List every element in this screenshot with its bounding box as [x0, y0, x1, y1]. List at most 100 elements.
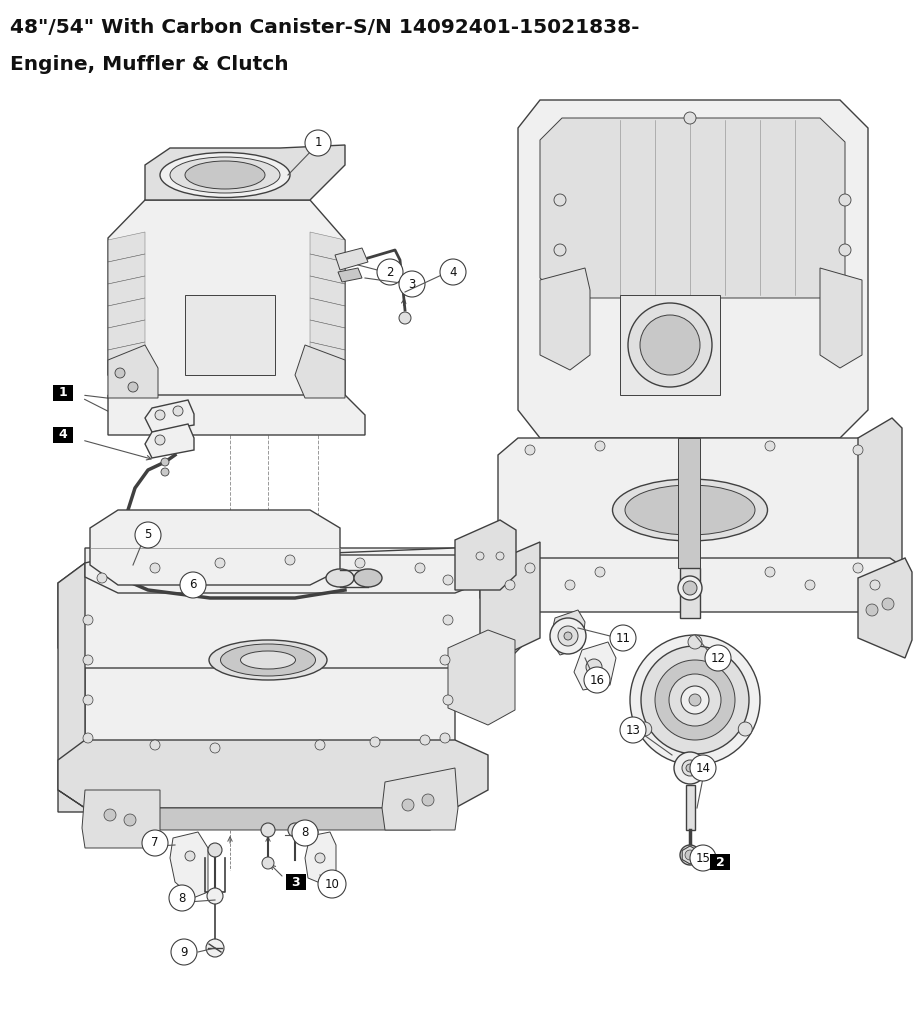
Circle shape — [155, 435, 165, 445]
Circle shape — [288, 823, 302, 837]
Circle shape — [584, 667, 610, 693]
Polygon shape — [500, 505, 538, 618]
Circle shape — [550, 618, 586, 654]
Polygon shape — [305, 831, 336, 885]
Circle shape — [628, 303, 712, 387]
Circle shape — [305, 130, 331, 156]
Circle shape — [83, 733, 93, 743]
Polygon shape — [310, 232, 345, 262]
Circle shape — [683, 581, 697, 595]
Polygon shape — [58, 790, 455, 830]
Circle shape — [685, 850, 695, 860]
Text: 9: 9 — [180, 945, 188, 958]
Ellipse shape — [625, 485, 755, 535]
Circle shape — [208, 843, 222, 857]
Circle shape — [83, 615, 93, 625]
Polygon shape — [58, 548, 530, 668]
Polygon shape — [108, 342, 145, 372]
Circle shape — [641, 646, 749, 754]
Polygon shape — [108, 298, 145, 328]
Polygon shape — [480, 542, 540, 658]
Polygon shape — [820, 268, 862, 368]
Ellipse shape — [170, 157, 280, 193]
Text: 8: 8 — [179, 892, 186, 904]
Circle shape — [870, 580, 880, 590]
Polygon shape — [90, 510, 340, 585]
FancyBboxPatch shape — [53, 385, 73, 401]
Polygon shape — [145, 145, 345, 200]
Polygon shape — [145, 400, 194, 432]
Polygon shape — [686, 785, 695, 830]
Circle shape — [377, 259, 403, 285]
Polygon shape — [108, 395, 365, 435]
Circle shape — [496, 552, 504, 560]
Polygon shape — [448, 630, 515, 725]
Circle shape — [104, 809, 116, 821]
Circle shape — [630, 635, 760, 765]
Circle shape — [443, 615, 453, 625]
Circle shape — [839, 244, 851, 256]
Polygon shape — [108, 232, 145, 262]
Circle shape — [261, 823, 275, 837]
Circle shape — [440, 259, 466, 285]
Polygon shape — [82, 790, 160, 848]
Text: 5: 5 — [145, 528, 152, 542]
Circle shape — [124, 814, 136, 826]
Circle shape — [399, 271, 425, 297]
Text: 8: 8 — [301, 826, 309, 840]
Circle shape — [565, 580, 575, 590]
Circle shape — [866, 604, 878, 616]
Text: 3: 3 — [291, 876, 300, 889]
Circle shape — [853, 563, 863, 573]
Circle shape — [173, 406, 183, 416]
Circle shape — [558, 626, 578, 646]
Polygon shape — [310, 298, 345, 328]
Circle shape — [765, 441, 775, 451]
Circle shape — [682, 760, 698, 776]
Circle shape — [135, 522, 161, 548]
FancyBboxPatch shape — [53, 427, 73, 443]
Polygon shape — [338, 268, 362, 282]
Polygon shape — [680, 568, 700, 618]
Circle shape — [155, 410, 165, 420]
Circle shape — [688, 635, 702, 649]
Polygon shape — [310, 276, 345, 306]
Circle shape — [685, 580, 695, 590]
Circle shape — [171, 939, 197, 965]
Circle shape — [674, 752, 706, 784]
Polygon shape — [858, 558, 912, 658]
Polygon shape — [858, 418, 902, 600]
Ellipse shape — [326, 569, 354, 587]
Circle shape — [476, 552, 484, 560]
Text: 13: 13 — [626, 724, 640, 736]
Text: 2: 2 — [715, 855, 725, 868]
Polygon shape — [498, 438, 890, 578]
Circle shape — [206, 939, 224, 957]
FancyBboxPatch shape — [710, 854, 730, 870]
Polygon shape — [480, 558, 910, 612]
Text: 14: 14 — [695, 762, 711, 774]
Circle shape — [655, 660, 735, 740]
Circle shape — [420, 735, 430, 745]
Circle shape — [355, 558, 365, 568]
Circle shape — [610, 625, 636, 651]
Circle shape — [215, 558, 225, 568]
Circle shape — [207, 888, 223, 904]
Circle shape — [370, 737, 380, 746]
Circle shape — [505, 580, 515, 590]
Text: 1: 1 — [59, 386, 68, 399]
Text: 48"/54" With Carbon Canister-S/N 14092401-15021838-: 48"/54" With Carbon Canister-S/N 1409240… — [10, 18, 639, 37]
Circle shape — [285, 555, 295, 565]
Polygon shape — [108, 364, 145, 394]
Circle shape — [525, 563, 535, 573]
Polygon shape — [185, 295, 275, 375]
Circle shape — [262, 857, 274, 869]
Circle shape — [690, 755, 716, 781]
Text: Engine, Muffler & Clutch: Engine, Muffler & Clutch — [10, 55, 289, 74]
Circle shape — [443, 575, 453, 585]
Ellipse shape — [209, 640, 327, 680]
Circle shape — [115, 368, 125, 378]
Text: 16: 16 — [590, 674, 605, 686]
Text: 4: 4 — [59, 428, 68, 441]
Polygon shape — [682, 846, 698, 864]
